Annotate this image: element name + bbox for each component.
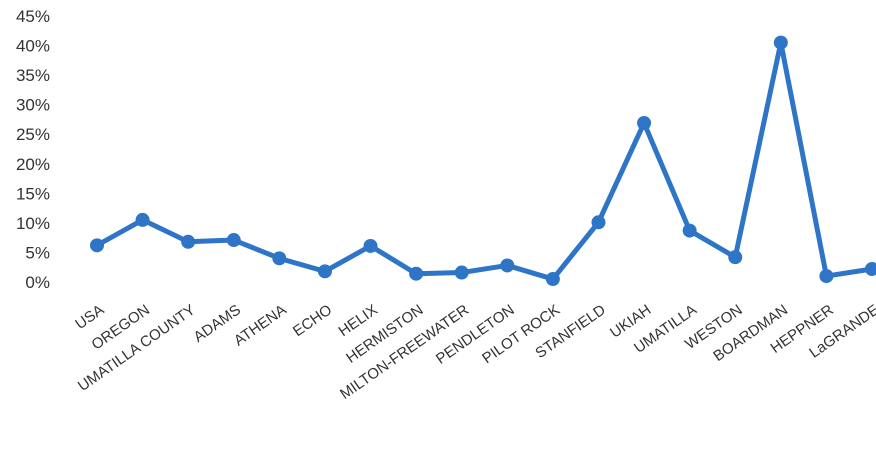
data-point: [682, 223, 697, 238]
data-point: [226, 233, 241, 248]
data-point: [272, 251, 287, 266]
y-tick-label: 40%: [16, 37, 50, 56]
y-axis-tick-labels: 0% 5% 10% 15% 20% 25% 30% 35% 40% 45%: [16, 7, 50, 292]
y-tick-label: 10%: [16, 214, 50, 233]
y-tick-label: 20%: [16, 155, 50, 174]
data-point: [90, 238, 104, 253]
data-point: [363, 238, 378, 253]
data-point: [181, 234, 196, 249]
data-point: [865, 261, 876, 276]
data-point: [454, 265, 469, 280]
data-point: [500, 258, 515, 273]
y-tick-label: 5%: [25, 243, 50, 262]
series-markers: [90, 35, 876, 287]
data-point: [728, 250, 743, 265]
y-tick-label: 0%: [25, 273, 50, 292]
x-category-label: ECHO: [290, 301, 335, 340]
y-tick-label: 30%: [16, 96, 50, 115]
data-point: [135, 212, 150, 227]
data-point: [409, 266, 424, 281]
data-point: [317, 264, 332, 279]
data-point: [819, 269, 834, 284]
y-tick-label: 25%: [16, 125, 50, 144]
x-category-label: USA: [72, 301, 107, 333]
data-point: [773, 35, 788, 50]
data-point: [591, 215, 606, 230]
data-point: [637, 115, 652, 130]
y-tick-label: 15%: [16, 184, 50, 203]
series-line: [94, 40, 875, 282]
y-tick-label: 35%: [16, 66, 50, 85]
data-point: [545, 272, 560, 287]
y-tick-label: 45%: [16, 7, 50, 26]
x-category-label: ATHENA: [231, 301, 290, 349]
